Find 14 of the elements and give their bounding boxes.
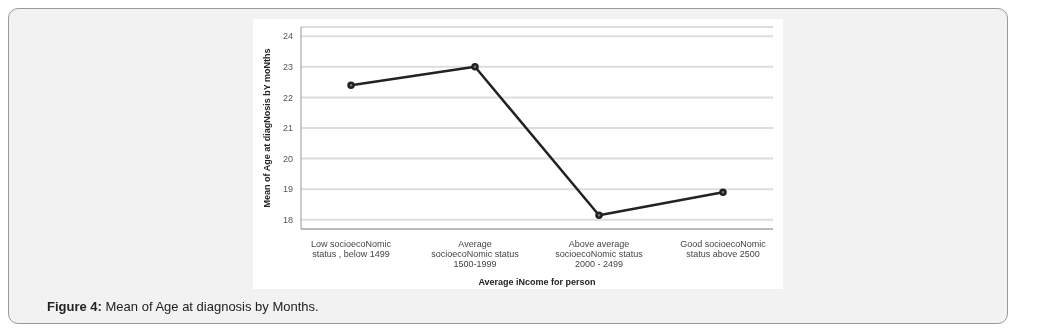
- y-tick-label: 24: [282, 31, 293, 42]
- y-tick-label: 20: [282, 153, 293, 164]
- caption: Figure 4: Mean of Age at diagnosis by Months.: [47, 299, 319, 314]
- y-tick-label: 18: [282, 215, 293, 226]
- y-tick-label: 19: [282, 184, 293, 195]
- x-tick-label: Good socioecoNomic status above 2500: [680, 239, 767, 259]
- y-tick-label: 23: [282, 61, 293, 72]
- x-tick-label: Low socioecoNomic status , below 1499: [310, 239, 392, 259]
- y-tick-label: 22: [282, 92, 293, 103]
- x-tick-label: Above average socioecoNomic status 2000 - 2499: [555, 239, 644, 269]
- y-tick-label: 21: [282, 123, 293, 134]
- x-axis-title: Average iNcome for person: [478, 277, 596, 287]
- y-axis-title: Mean of Age at diagNosis bY moNths: [262, 48, 273, 208]
- x-tick-label: Average socioecoNomic status 1500-1999: [431, 239, 520, 269]
